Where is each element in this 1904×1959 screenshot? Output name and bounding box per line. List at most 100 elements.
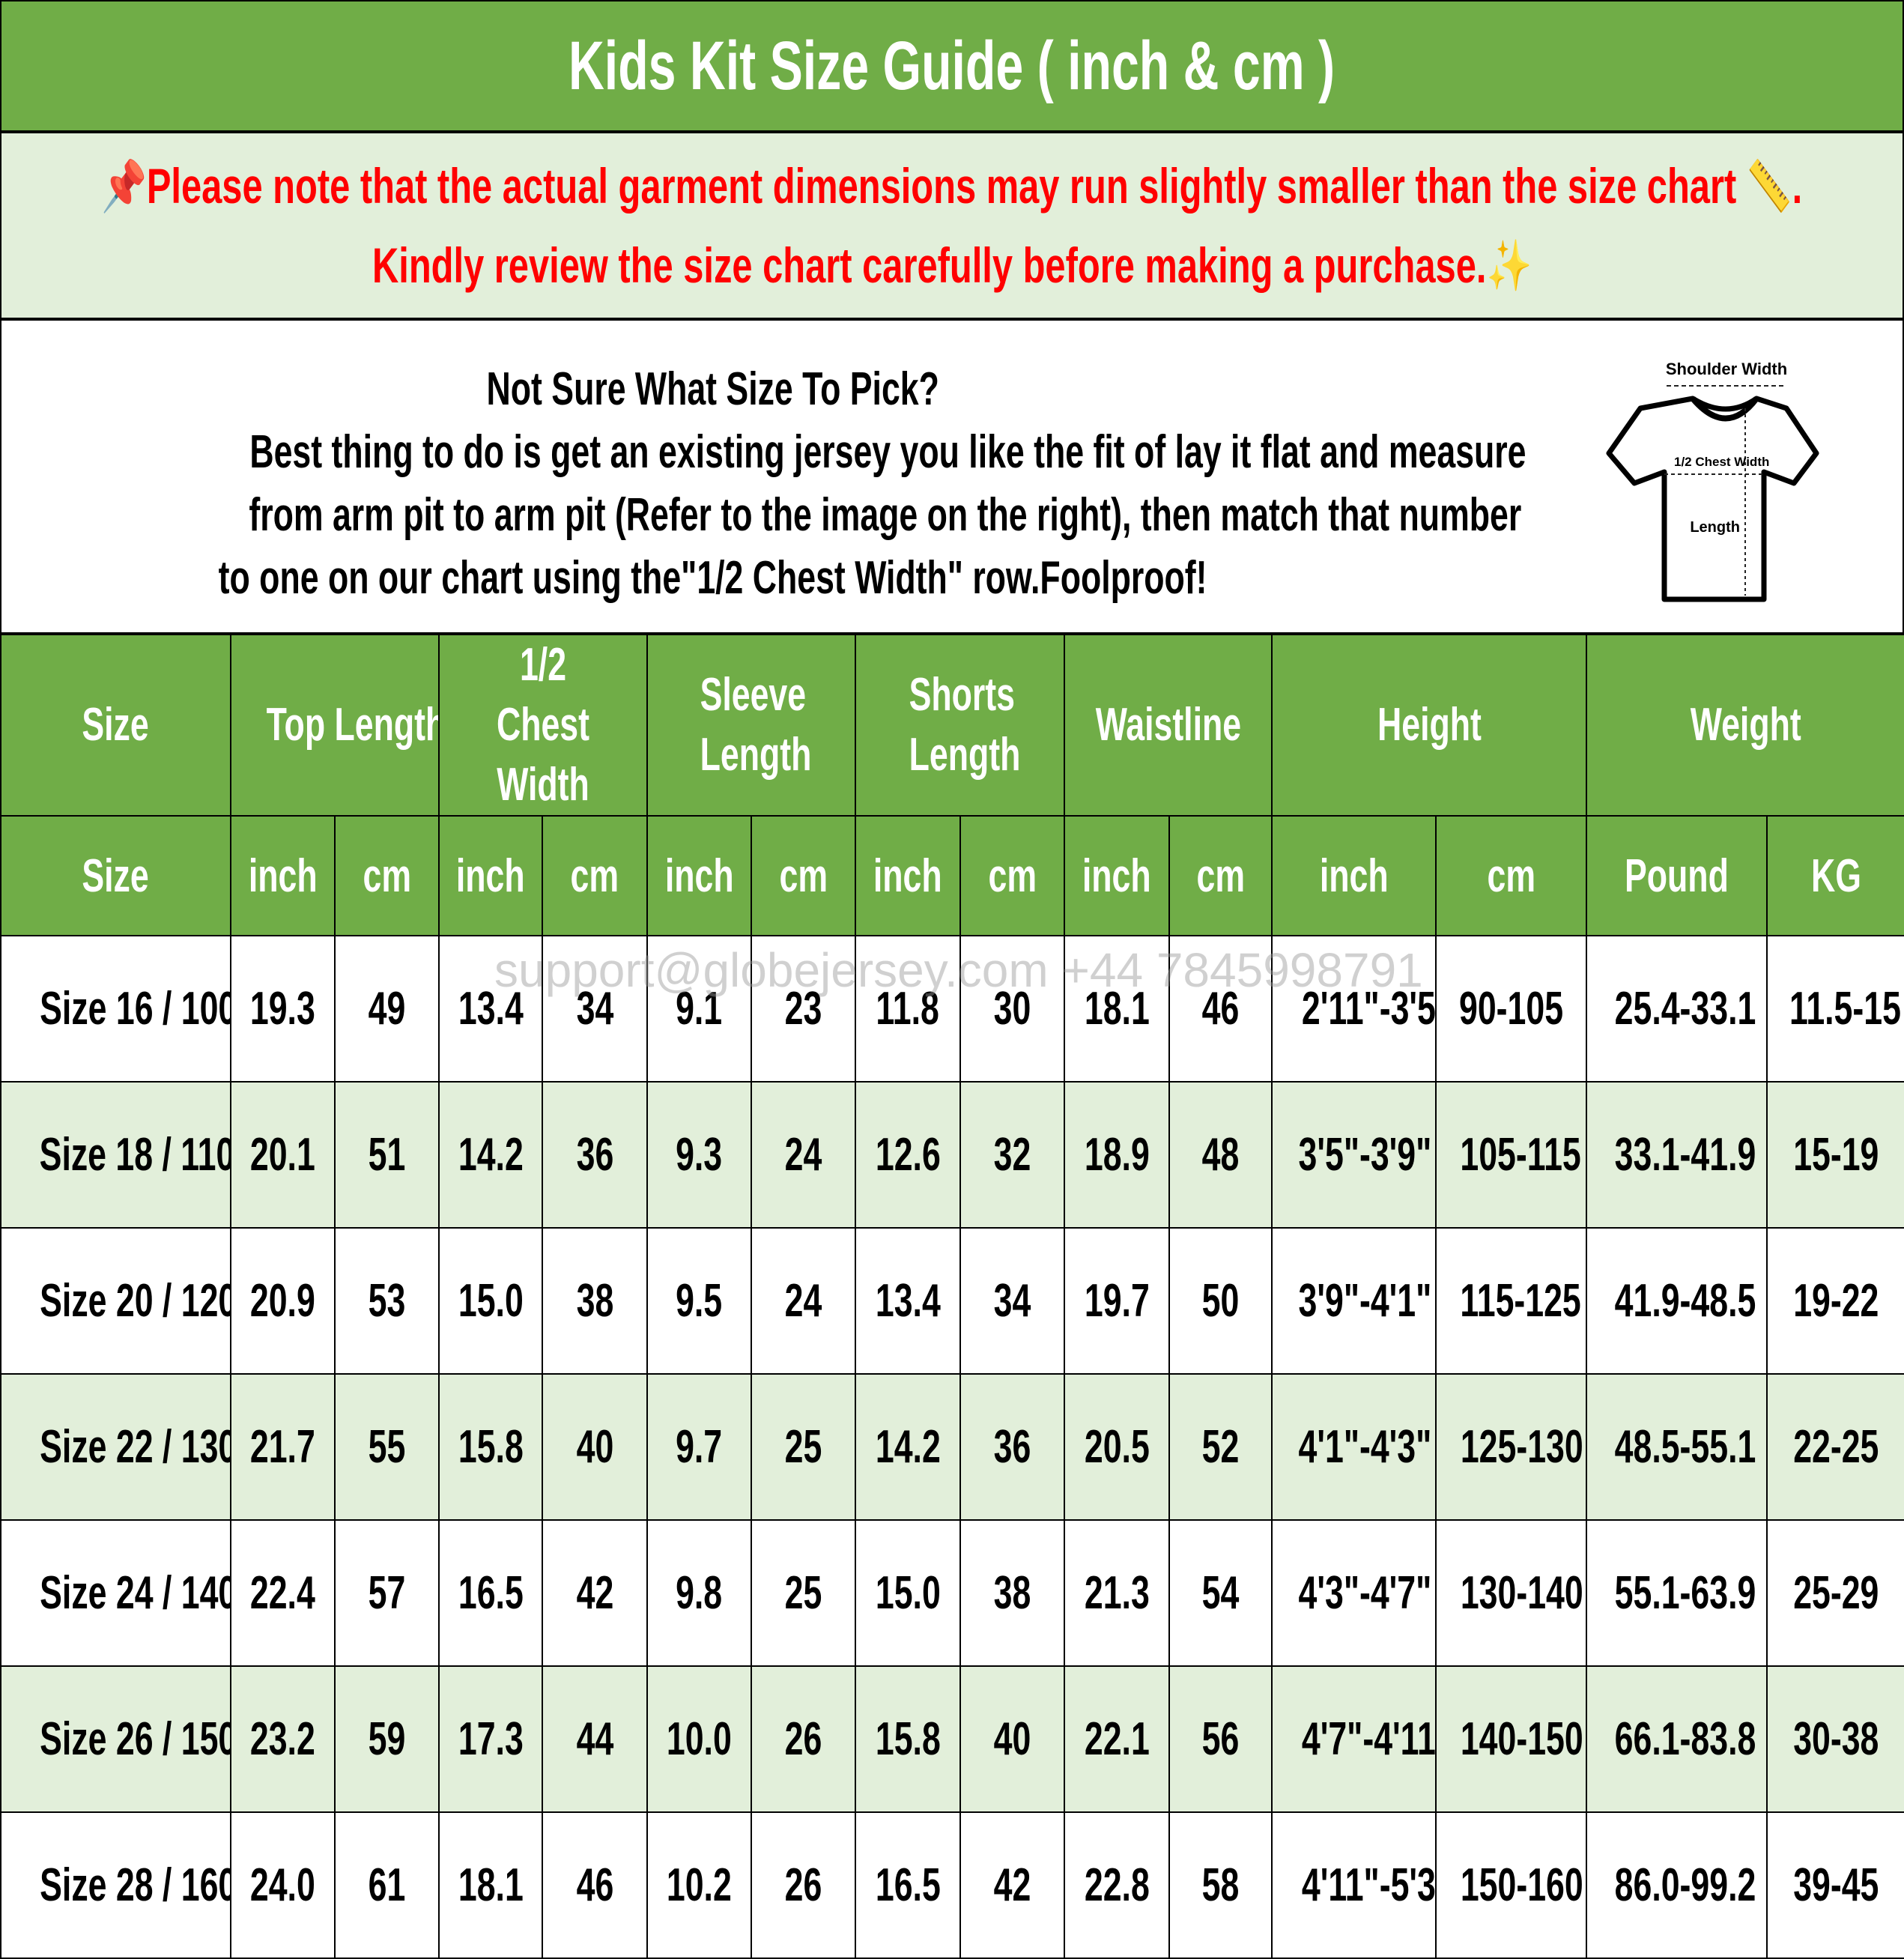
value-cell: 14.2 [438,1081,544,1229]
value-cell: 23 [751,935,857,1083]
value-cell-text: 23.2 [250,1713,315,1765]
value-cell: 42 [959,1811,1066,1959]
value-cell-text: 13.4 [875,1275,941,1327]
value-cell: 22.8 [1064,1811,1171,1959]
value-cell-text: 55 [368,1421,406,1473]
value-cell-text: 19-22 [1792,1275,1879,1327]
value-cell: 26 [751,1665,857,1813]
info-line: from arm pit to arm pit (Refer to the im… [249,489,1522,541]
tshirt-diagram: Shoulder Width 1/2 Chest Width Length [1606,360,1819,602]
unit-header: inch [1271,815,1437,936]
value-cell: 115-125 [1435,1227,1588,1375]
unit-header-text: inch [873,850,942,902]
value-cell-text: 3'9"-4'1" [1298,1275,1432,1327]
value-cell: 53 [333,1227,440,1375]
value-cell-text: 18.1 [458,1859,524,1911]
value-cell-text: 40 [993,1713,1031,1765]
unit-header: KG [1766,815,1904,936]
value-cell: 39-45 [1766,1811,1904,1959]
info-line: to one on our chart using the"1/2 Chest … [219,552,1207,604]
value-cell: 4'11"-5'3" [1271,1811,1437,1959]
pushpin-icon: 📌 [101,158,148,214]
value-cell: 125-130 [1435,1373,1588,1521]
value-cell-text: 22-25 [1792,1421,1879,1473]
value-cell-text: 41.9-48.5 [1614,1275,1756,1327]
value-cell-text: 49 [368,983,406,1035]
value-cell: 20.5 [1064,1373,1171,1521]
unit-header: inch [646,815,753,936]
value-cell: 9.1 [646,935,753,1083]
value-cell-text: 4'11"-5'3" [1301,1859,1436,1911]
size-cell-text: Size 26 / 150 [40,1713,231,1765]
value-cell: 50 [1168,1227,1273,1375]
table-row: Size 24 / 140 22.4 57 16.5 42 9.8 25 15.0 38 21.3… [0,1519,1904,1667]
unit-header: inch [855,815,962,936]
value-cell: 34 [959,1227,1066,1375]
value-cell-text: 23 [784,983,822,1035]
value-cell: 2'11"-3'5" [1271,935,1437,1083]
value-cell-text: 11.5-15 [1789,983,1901,1035]
value-cell: 10.2 [646,1811,753,1959]
value-cell: 21.7 [230,1373,336,1521]
value-cell-text: 20.9 [250,1275,315,1327]
value-cell: 36 [959,1373,1066,1521]
value-cell: 59 [333,1665,440,1813]
unit-header: cm [1168,815,1273,936]
value-cell-text: 4'1"-4'3" [1298,1421,1432,1473]
value-cell-text: 140-150 [1460,1713,1583,1765]
value-cell: 15.8 [855,1665,962,1813]
unit-header: cm [1435,815,1588,936]
column-group-header-text: Waistline [1095,699,1241,751]
value-cell-text: 30-38 [1792,1713,1879,1765]
table-row: Size 22 / 130 21.7 55 15.8 40 9.7 25 14.2 36 20.5… [0,1373,1904,1521]
value-cell-text: 19.7 [1084,1275,1150,1327]
value-cell-text: 24.0 [250,1859,315,1911]
notice-banner: 📌Please note that the actual garment dim… [0,132,1904,319]
value-cell: 15.0 [438,1227,544,1375]
column-group-header-text: Sleeve Length [700,669,812,781]
value-cell-text: 105-115 [1460,1129,1581,1181]
value-cell: 30 [959,935,1066,1083]
value-cell-text: 15.0 [458,1275,524,1327]
value-cell-text: 48.5-55.1 [1614,1421,1756,1473]
value-cell: 48.5-55.1 [1586,1373,1768,1521]
unit-header-text: inch [456,850,525,902]
info-line: Best thing to do is get an existing jers… [249,426,1526,478]
value-cell-text: 9.5 [676,1275,723,1327]
value-cell: 24 [751,1081,857,1229]
value-cell: 22.4 [230,1519,336,1667]
value-cell: 150-160 [1435,1811,1588,1959]
value-cell: 18.1 [1064,935,1171,1083]
value-cell: 9.3 [646,1081,753,1229]
table-row: Size 28 / 160 24.0 61 18.1 46 10.2 26 16.5 42 22.… [0,1811,1904,1959]
value-cell: 11.5-15 [1766,935,1904,1083]
column-group-header-text: Size [82,699,150,751]
column-group-header: Top Length [229,634,440,817]
size-cell: Size 22 / 130 [0,1373,231,1521]
value-cell: 34 [542,935,649,1083]
unit-header-text: inch [664,850,734,902]
unit-header-text: KG [1810,850,1861,902]
value-cell-text: 16.5 [875,1859,941,1911]
value-cell: 24 [751,1227,857,1375]
value-cell-text: 59 [368,1713,406,1765]
value-cell: 54 [1168,1519,1273,1667]
unit-header: inch [438,815,544,936]
value-cell: 13.4 [438,935,544,1083]
value-cell: 22-25 [1766,1373,1904,1521]
size-cell: Size 26 / 150 [0,1665,231,1813]
value-cell-text: 50 [1201,1275,1240,1327]
value-cell-text: 10.0 [667,1713,732,1765]
unit-header-text: inch [248,850,318,902]
column-group-header: Waistline [1064,634,1273,817]
column-group-header-text: Shorts Length [909,669,1020,781]
value-cell: 90-105 [1435,935,1588,1083]
value-cell-text: 15-19 [1792,1129,1879,1181]
column-group-header-text: Weight [1690,699,1801,751]
value-cell-text: 26 [784,1713,822,1765]
value-cell: 3'9"-4'1" [1271,1227,1437,1375]
size-cell: Size 16 / 100 [0,935,231,1083]
value-cell-text: 16.5 [458,1567,524,1619]
shoulder-width-label: Shoulder Width [1666,360,1787,378]
column-group-header: 1/2 Chest Width [438,634,649,817]
